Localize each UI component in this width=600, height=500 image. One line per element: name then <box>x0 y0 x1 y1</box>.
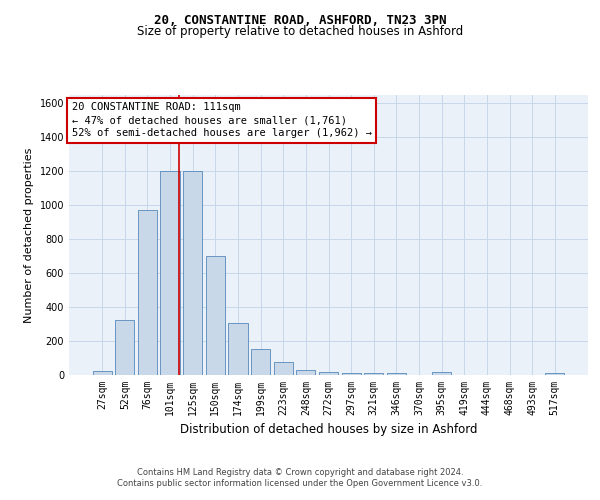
Bar <box>341 374 361 375</box>
Bar <box>251 348 270 375</box>
Bar <box>296 370 316 375</box>
Bar <box>319 372 338 375</box>
Bar <box>545 374 565 375</box>
Text: Contains public sector information licensed under the Open Government Licence v3: Contains public sector information licen… <box>118 479 482 488</box>
Text: Size of property relative to detached houses in Ashford: Size of property relative to detached ho… <box>137 25 463 38</box>
X-axis label: Distribution of detached houses by size in Ashford: Distribution of detached houses by size … <box>180 424 477 436</box>
Y-axis label: Number of detached properties: Number of detached properties <box>24 148 34 322</box>
Bar <box>274 362 293 375</box>
Bar <box>183 172 202 375</box>
Bar <box>160 172 180 375</box>
Text: 20 CONSTANTINE ROAD: 111sqm
← 47% of detached houses are smaller (1,761)
52% of : 20 CONSTANTINE ROAD: 111sqm ← 47% of det… <box>71 102 371 139</box>
Bar <box>92 371 112 375</box>
Bar <box>138 210 157 375</box>
Bar <box>229 323 248 375</box>
Bar <box>432 372 451 375</box>
Bar <box>206 256 225 375</box>
Text: Contains HM Land Registry data © Crown copyright and database right 2024.: Contains HM Land Registry data © Crown c… <box>137 468 463 477</box>
Bar <box>387 374 406 375</box>
Bar <box>115 320 134 375</box>
Text: 20, CONSTANTINE ROAD, ASHFORD, TN23 3PN: 20, CONSTANTINE ROAD, ASHFORD, TN23 3PN <box>154 14 446 26</box>
Bar <box>364 374 383 375</box>
